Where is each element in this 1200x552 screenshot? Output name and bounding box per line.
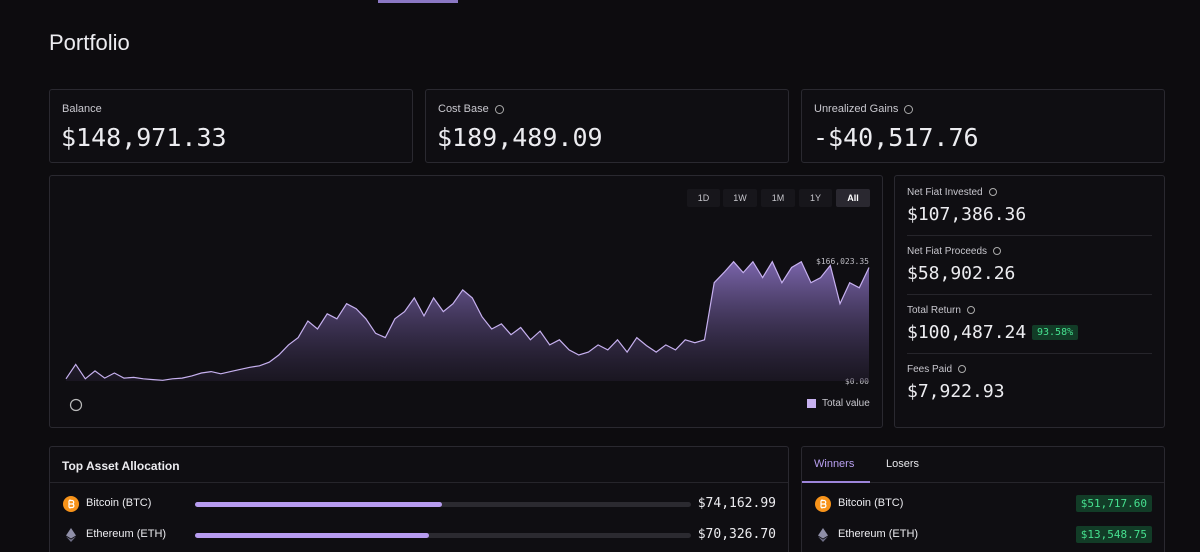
stat-value: $58,902.26: [907, 263, 1016, 284]
range-button[interactable]: All: [836, 189, 870, 207]
tab[interactable]: Losers: [886, 458, 920, 470]
stat-label: Fees Paid: [907, 364, 967, 375]
page-title: Portfolio: [49, 30, 130, 55]
info-icon[interactable]: [993, 247, 1002, 256]
asset-name: Ethereum (ETH): [838, 528, 919, 540]
cost-base-card: Cost Base $189,489.09: [425, 89, 789, 163]
tab-underline: [802, 481, 870, 483]
area-chart: $166,023.35 $0.00: [65, 257, 870, 412]
y-tick-label: $166,023.35: [816, 257, 869, 266]
stat-label: Net Fiat Proceeds: [907, 246, 1002, 257]
change-badge: $51,717.60: [1075, 495, 1152, 512]
eth-glyph: [818, 528, 828, 542]
return-badge: 93.58%: [1032, 325, 1079, 340]
label-text: Net Fiat Invested: [907, 187, 983, 198]
chart-panel: $166,023.35 $0.00 Total value 1D 1W 1M 1Y All: [49, 175, 883, 428]
info-icon[interactable]: [69, 398, 83, 412]
movers-panel: Winners Losers Bitcoin (BTC) $51,717.60 Ethe…: [801, 446, 1165, 552]
label-text: Total Return: [907, 305, 961, 316]
label-text: Fees Paid: [907, 364, 953, 375]
allocation-bar: [195, 502, 442, 507]
info-icon[interactable]: [958, 365, 967, 374]
panel-title: Top Asset Allocation: [62, 459, 180, 473]
btc-glyph: [815, 496, 831, 512]
gains-card: Unrealized Gains -$40,517.76: [801, 89, 1165, 163]
range-button[interactable]: 1W: [723, 189, 757, 207]
label-text: Net Fiat Proceeds: [907, 246, 988, 257]
stat-value: $107,386.36: [907, 204, 1027, 225]
stat-label: Total Return: [907, 305, 975, 316]
asset-name: Bitcoin (BTC): [838, 497, 904, 509]
divider: [802, 482, 1164, 483]
area: [66, 261, 869, 381]
bar-track: [195, 502, 691, 507]
info-icon[interactable]: [966, 306, 975, 315]
btc-glyph: [63, 496, 79, 512]
eth-icon: [815, 527, 831, 543]
tab[interactable]: Winners: [814, 458, 855, 470]
eth-glyph: [66, 528, 76, 542]
change-badge: $13,548.75: [1075, 526, 1152, 543]
info-icon[interactable]: [904, 104, 914, 114]
divider: [907, 294, 1152, 295]
stat-label: Net Fiat Invested: [907, 187, 997, 198]
divider: [907, 235, 1152, 236]
allocation-panel: Top Asset Allocation Bitcoin (BTC) $74,16…: [49, 446, 789, 552]
divider: [50, 482, 788, 483]
label-text: Cost Base: [438, 103, 489, 115]
asset-value: $70,326.70: [697, 527, 776, 542]
y-tick-label: $0.00: [845, 377, 869, 386]
stat-value: $7,922.93: [907, 381, 1005, 402]
legend-label: Total value: [822, 398, 870, 409]
card-label: Unrealized Gains: [814, 103, 914, 115]
card-label: Balance: [62, 103, 102, 115]
asset-name: Ethereum (ETH): [86, 528, 167, 540]
range-button[interactable]: 1D: [687, 189, 720, 207]
bar-track: [195, 533, 691, 538]
btc-icon: [63, 496, 79, 512]
range-button[interactable]: 1M: [761, 189, 795, 207]
stat-value: $100,487.24: [907, 322, 1027, 343]
stats-panel: Net Fiat Invested $107,386.36 Net Fiat Pro…: [894, 175, 1165, 428]
balance-card: Balance $148,971.33: [49, 89, 413, 163]
legend-swatch: [807, 399, 816, 408]
card-value: $148,971.33: [61, 123, 227, 152]
card-value: -$40,517.76: [813, 123, 979, 152]
card-label: Cost Base: [438, 103, 504, 115]
asset-name: Bitcoin (BTC): [86, 497, 152, 509]
label-text: Unrealized Gains: [814, 103, 899, 115]
line: [65, 260, 870, 381]
btc-icon: [815, 496, 831, 512]
range-button[interactable]: 1Y: [799, 189, 832, 207]
asset-value: $74,162.99: [697, 496, 776, 511]
eth-icon: [63, 527, 79, 543]
card-value: $189,489.09: [437, 123, 603, 152]
nav-indicator: [378, 0, 458, 3]
divider: [907, 353, 1152, 354]
allocation-bar: [195, 533, 430, 538]
info-icon[interactable]: [494, 104, 504, 114]
info-icon[interactable]: [988, 188, 997, 197]
